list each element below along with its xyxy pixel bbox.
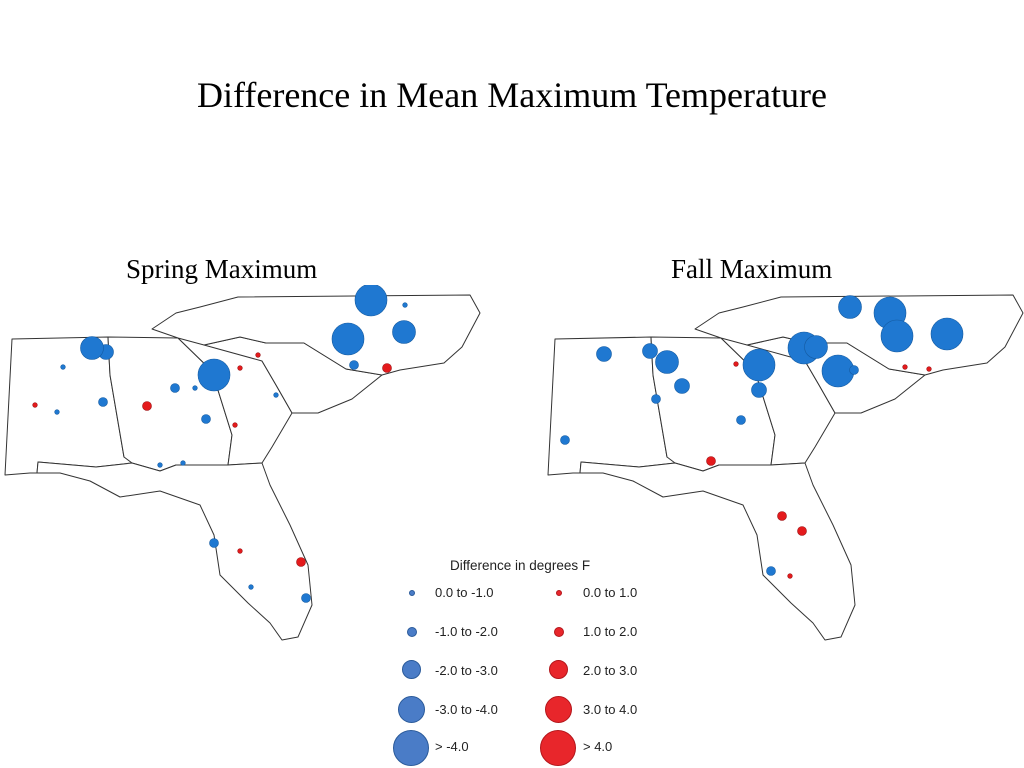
station-marker	[142, 401, 152, 411]
legend-title: Difference in degrees F	[450, 558, 591, 573]
station-marker	[674, 378, 690, 394]
station-marker	[777, 511, 787, 521]
station-marker	[54, 409, 60, 415]
station-marker	[736, 415, 746, 425]
legend-row: > -4.0 > 4.0	[393, 730, 660, 766]
station-marker	[596, 346, 612, 362]
legend-symbol-warming	[554, 627, 564, 637]
station-marker	[804, 335, 828, 359]
legend-symbol-cooling	[402, 660, 421, 679]
station-marker	[301, 593, 311, 603]
station-marker	[926, 366, 932, 372]
station-marker	[787, 573, 793, 579]
legend-label-cooling: -3.0 to -4.0	[435, 702, 498, 717]
legend-row: 0.0 to -1.0 0.0 to 1.0	[400, 578, 660, 608]
state-outlines	[4, 294, 481, 641]
station-marker	[98, 397, 108, 407]
legend-label-warming: 3.0 to 4.0	[583, 702, 638, 717]
station-marker	[180, 460, 186, 466]
state-florida	[36, 461, 313, 641]
legend-symbol-cooling	[409, 590, 415, 596]
station-marker	[197, 358, 231, 392]
legend-label-warming: 0.0 to 1.0	[583, 585, 638, 600]
station-marker	[751, 382, 767, 398]
station-marker	[392, 320, 416, 344]
legend-symbol-warming	[545, 696, 572, 723]
station-marker	[237, 365, 243, 371]
station-marker	[273, 392, 279, 398]
station-marker	[849, 365, 859, 375]
legend-row: -2.0 to -3.0 2.0 to 3.0	[400, 656, 660, 686]
station-marker	[797, 526, 807, 536]
state-florida	[579, 461, 856, 641]
station-marker	[232, 422, 238, 428]
station-marker	[880, 319, 914, 353]
station-marker	[821, 354, 855, 388]
legend-label-warming: 1.0 to 2.0	[583, 624, 638, 639]
station-marker	[642, 343, 658, 359]
station-marker	[354, 285, 388, 317]
station-marker	[331, 322, 365, 356]
legend-symbol-warming	[556, 590, 562, 596]
fall-map-title: Fall Maximum	[671, 254, 833, 284]
station-marker	[170, 383, 180, 393]
station-marker	[349, 360, 359, 370]
station-marker	[902, 364, 908, 370]
station-marker	[402, 302, 408, 308]
station-marker	[60, 364, 66, 370]
legend-label-cooling: 0.0 to -1.0	[435, 585, 494, 600]
station-markers	[560, 295, 964, 579]
legend-label-warming: > 4.0	[583, 739, 613, 754]
station-marker	[706, 456, 716, 466]
spring-maximum-map	[4, 285, 481, 641]
station-marker	[237, 548, 243, 554]
legend-row: -1.0 to -2.0 1.0 to 2.0	[400, 617, 660, 647]
station-marker	[733, 361, 739, 367]
station-marker	[209, 538, 219, 548]
legend-symbol-warming	[540, 730, 576, 766]
spring-map-title: Spring Maximum	[126, 254, 318, 284]
station-marker	[80, 336, 104, 360]
station-marker	[651, 394, 661, 404]
station-marker	[201, 414, 211, 424]
station-marker	[255, 352, 261, 358]
legend-symbol-cooling	[393, 730, 429, 766]
state-north-carolina	[694, 294, 1024, 376]
station-marker	[192, 385, 198, 391]
station-marker	[32, 402, 38, 408]
station-marker	[296, 557, 306, 567]
station-marker	[157, 462, 163, 468]
station-marker	[838, 295, 862, 319]
station-marker	[930, 317, 964, 351]
station-marker	[742, 348, 776, 382]
station-markers	[32, 285, 416, 603]
station-marker	[382, 363, 392, 373]
state-north-carolina	[151, 294, 481, 376]
page-title: Difference in Mean Maximum Temperature	[197, 75, 827, 115]
legend-symbol-cooling	[407, 627, 417, 637]
legend-label-cooling: > -4.0	[435, 739, 469, 754]
station-marker	[655, 350, 679, 374]
legend-label-cooling: -1.0 to -2.0	[435, 624, 498, 639]
legend-label-cooling: -2.0 to -3.0	[435, 663, 498, 678]
legend-row: -3.0 to -4.0 3.0 to 4.0	[398, 695, 660, 725]
fall-maximum-map	[547, 294, 1024, 641]
legend-label-warming: 2.0 to 3.0	[583, 663, 638, 678]
legend-symbol-cooling	[398, 696, 425, 723]
station-marker	[766, 566, 776, 576]
legend-symbol-warming	[549, 660, 568, 679]
legend: Difference in degrees F 0.0 to -1.0 0.0 …	[393, 556, 660, 768]
station-marker	[560, 435, 570, 445]
station-marker	[248, 584, 254, 590]
